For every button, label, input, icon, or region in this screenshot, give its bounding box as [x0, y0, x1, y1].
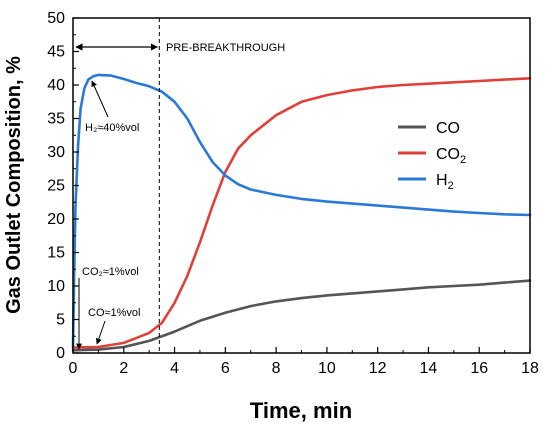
legend: CO CO2 H2	[398, 120, 466, 192]
x-tick-label: 4	[170, 360, 179, 377]
co2-annotation-label: CO₂≈1%vol	[82, 266, 139, 278]
h2-annotation-label: H₂≈40%vol	[85, 122, 139, 134]
y-tick-label: 10	[47, 278, 65, 295]
x-tick-label: 6	[221, 360, 230, 377]
legend-label-h2: H2	[436, 172, 454, 192]
y-tick-label: 15	[47, 245, 65, 262]
y-tick-label: 50	[47, 10, 65, 27]
x-tick-label: 0	[69, 360, 78, 377]
series-line-co	[71, 279, 532, 352]
y-axis-title: Gas Outlet Composition, %	[3, 56, 25, 314]
y-tick-label: 5	[56, 312, 65, 329]
y-tick-label: 25	[47, 178, 65, 195]
x-tick-label: 14	[420, 360, 438, 377]
y-tick-label: 30	[47, 144, 65, 161]
series-line-co2	[71, 77, 532, 349]
x-axis-title: Time, min	[250, 398, 352, 423]
y-tick-label: 45	[47, 44, 65, 61]
x-tick-label: 10	[318, 360, 336, 377]
co-annotation-arrow	[95, 320, 106, 345]
ticks-layer: 0 2 4 6 8 10 12 14 16 18 0 5 10 15 20 25 30 35 40 45 50	[47, 10, 539, 377]
series-line-h2	[71, 73, 532, 348]
x-tick-label: 18	[521, 360, 539, 377]
y-tick-label: 20	[47, 211, 65, 228]
plot-frame	[72, 17, 531, 354]
series-layer	[71, 73, 532, 352]
pre-breakthrough-label: PRE-BREAKTHROUGH	[166, 42, 285, 54]
y-tick-label: 35	[47, 111, 65, 128]
x-tick-label: 8	[272, 360, 281, 377]
x-tick-label: 12	[369, 360, 387, 377]
x-tick-label: 2	[119, 360, 128, 377]
y-tick-label: 0	[56, 345, 65, 362]
x-tick-label: 16	[470, 360, 488, 377]
y-tick-label: 40	[47, 77, 65, 94]
h2-annotation-arrow	[91, 80, 109, 118]
legend-label-co: CO	[436, 120, 460, 137]
co-annotation-label: CO≈1%vol	[88, 307, 141, 319]
legend-label-co2: CO2	[436, 146, 466, 166]
